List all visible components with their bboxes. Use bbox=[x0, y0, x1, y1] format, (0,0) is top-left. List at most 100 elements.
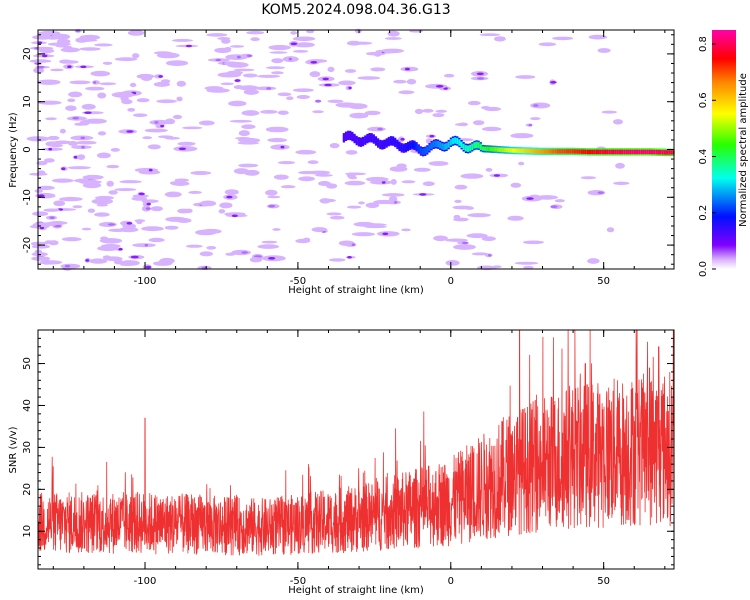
noise-blob bbox=[530, 102, 551, 109]
ridge-core bbox=[573, 149, 577, 154]
noise-blob bbox=[241, 110, 260, 116]
ridge-core bbox=[496, 147, 500, 152]
noise-blob bbox=[238, 163, 259, 168]
noise-blob bbox=[473, 120, 485, 126]
noise-blob bbox=[127, 108, 136, 112]
ridge-core bbox=[661, 150, 664, 155]
ridge-core bbox=[548, 149, 551, 154]
noise-blob bbox=[311, 227, 328, 233]
noise-core bbox=[226, 195, 233, 199]
noise-blob bbox=[225, 252, 236, 256]
noise-blob bbox=[45, 117, 57, 121]
ridge-core bbox=[469, 144, 472, 152]
noise-blob bbox=[312, 110, 324, 114]
noise-blob bbox=[198, 120, 215, 126]
noise-blob bbox=[110, 148, 120, 152]
ridge-core bbox=[618, 149, 622, 155]
noise-blob bbox=[273, 174, 289, 180]
noise-blob bbox=[53, 200, 66, 207]
ridge-core bbox=[368, 134, 371, 141]
ridge-core bbox=[407, 143, 410, 150]
noise-blob bbox=[99, 238, 123, 244]
noise-blob bbox=[68, 91, 83, 98]
ridge-core bbox=[499, 147, 502, 152]
noise-blob bbox=[65, 105, 77, 111]
ridge-core bbox=[659, 150, 662, 155]
ridge-core bbox=[473, 142, 476, 149]
noise-blob bbox=[358, 201, 365, 205]
ridge-core bbox=[486, 146, 489, 152]
noise-blob bbox=[43, 208, 60, 212]
noise-blob bbox=[96, 152, 111, 159]
ridge-core bbox=[344, 133, 348, 140]
ridge-core bbox=[606, 149, 609, 155]
noise-blob bbox=[164, 225, 179, 230]
ridge-core bbox=[357, 138, 360, 145]
heatmap-y-tick-label: 20 bbox=[22, 48, 33, 61]
noise-core bbox=[108, 223, 115, 226]
ridge-core bbox=[471, 143, 474, 150]
noise-core bbox=[237, 55, 241, 59]
noise-blob bbox=[206, 246, 217, 250]
noise-core bbox=[67, 65, 72, 68]
noise-blob bbox=[39, 260, 63, 265]
noise-blob bbox=[41, 147, 63, 151]
noise-blob bbox=[129, 82, 137, 88]
ridge-core bbox=[477, 142, 480, 149]
ridge-core bbox=[366, 135, 369, 142]
noise-blob bbox=[390, 179, 397, 185]
noise-core bbox=[476, 72, 484, 76]
noise-blob bbox=[82, 120, 93, 124]
noise-blob bbox=[468, 100, 481, 106]
noise-blob bbox=[384, 37, 402, 40]
noise-blob bbox=[345, 150, 358, 155]
heatmap-noise-blobs bbox=[26, 28, 630, 271]
noise-blob bbox=[45, 141, 59, 147]
noise-blob bbox=[318, 181, 331, 186]
noise-blob bbox=[309, 71, 321, 78]
noise-blob bbox=[265, 66, 286, 70]
noise-core bbox=[241, 251, 248, 254]
noise-blob bbox=[34, 189, 43, 193]
ridge-core bbox=[355, 137, 358, 144]
noise-blob bbox=[81, 227, 92, 231]
noise-blob bbox=[443, 73, 455, 78]
ridge-core bbox=[571, 149, 574, 154]
noise-blob bbox=[82, 174, 104, 180]
ridge-core bbox=[582, 149, 585, 154]
noise-blob bbox=[72, 205, 83, 209]
snr-y-tick-label: 40 bbox=[22, 399, 33, 412]
noise-blob bbox=[367, 126, 386, 132]
noise-core bbox=[322, 77, 329, 81]
noise-blob bbox=[346, 172, 356, 179]
noise-blob bbox=[97, 92, 107, 99]
noise-blob bbox=[31, 242, 50, 245]
noise-blob bbox=[238, 130, 250, 137]
noise-blob bbox=[176, 218, 192, 223]
ridge-core bbox=[533, 149, 536, 154]
noise-blob bbox=[226, 70, 243, 75]
noise-blob bbox=[219, 202, 233, 209]
ridge-core bbox=[490, 147, 493, 152]
ridge-core bbox=[623, 149, 626, 155]
noise-blob bbox=[257, 244, 280, 249]
ridge-core bbox=[520, 148, 523, 153]
colorbar-tick-label: 0.6 bbox=[698, 92, 709, 108]
noise-blob bbox=[220, 82, 234, 86]
noise-core bbox=[93, 81, 97, 84]
noise-blob bbox=[329, 215, 345, 220]
ridge-core bbox=[398, 143, 401, 150]
ridge-core bbox=[541, 149, 544, 154]
heatmap-xlabel: Height of straight line (km) bbox=[288, 285, 424, 296]
ridge-core bbox=[651, 149, 654, 155]
colorbar-ticks: 0.0 0.2 0.4 0.6 0.8 bbox=[698, 36, 716, 277]
noise-core bbox=[231, 214, 238, 218]
noise-core bbox=[462, 241, 469, 245]
noise-core bbox=[130, 255, 139, 259]
ridge-core bbox=[458, 139, 461, 146]
ridge-core bbox=[396, 141, 399, 148]
ridge-core bbox=[374, 137, 378, 145]
ridge-core bbox=[657, 150, 660, 155]
noise-core bbox=[64, 264, 71, 268]
